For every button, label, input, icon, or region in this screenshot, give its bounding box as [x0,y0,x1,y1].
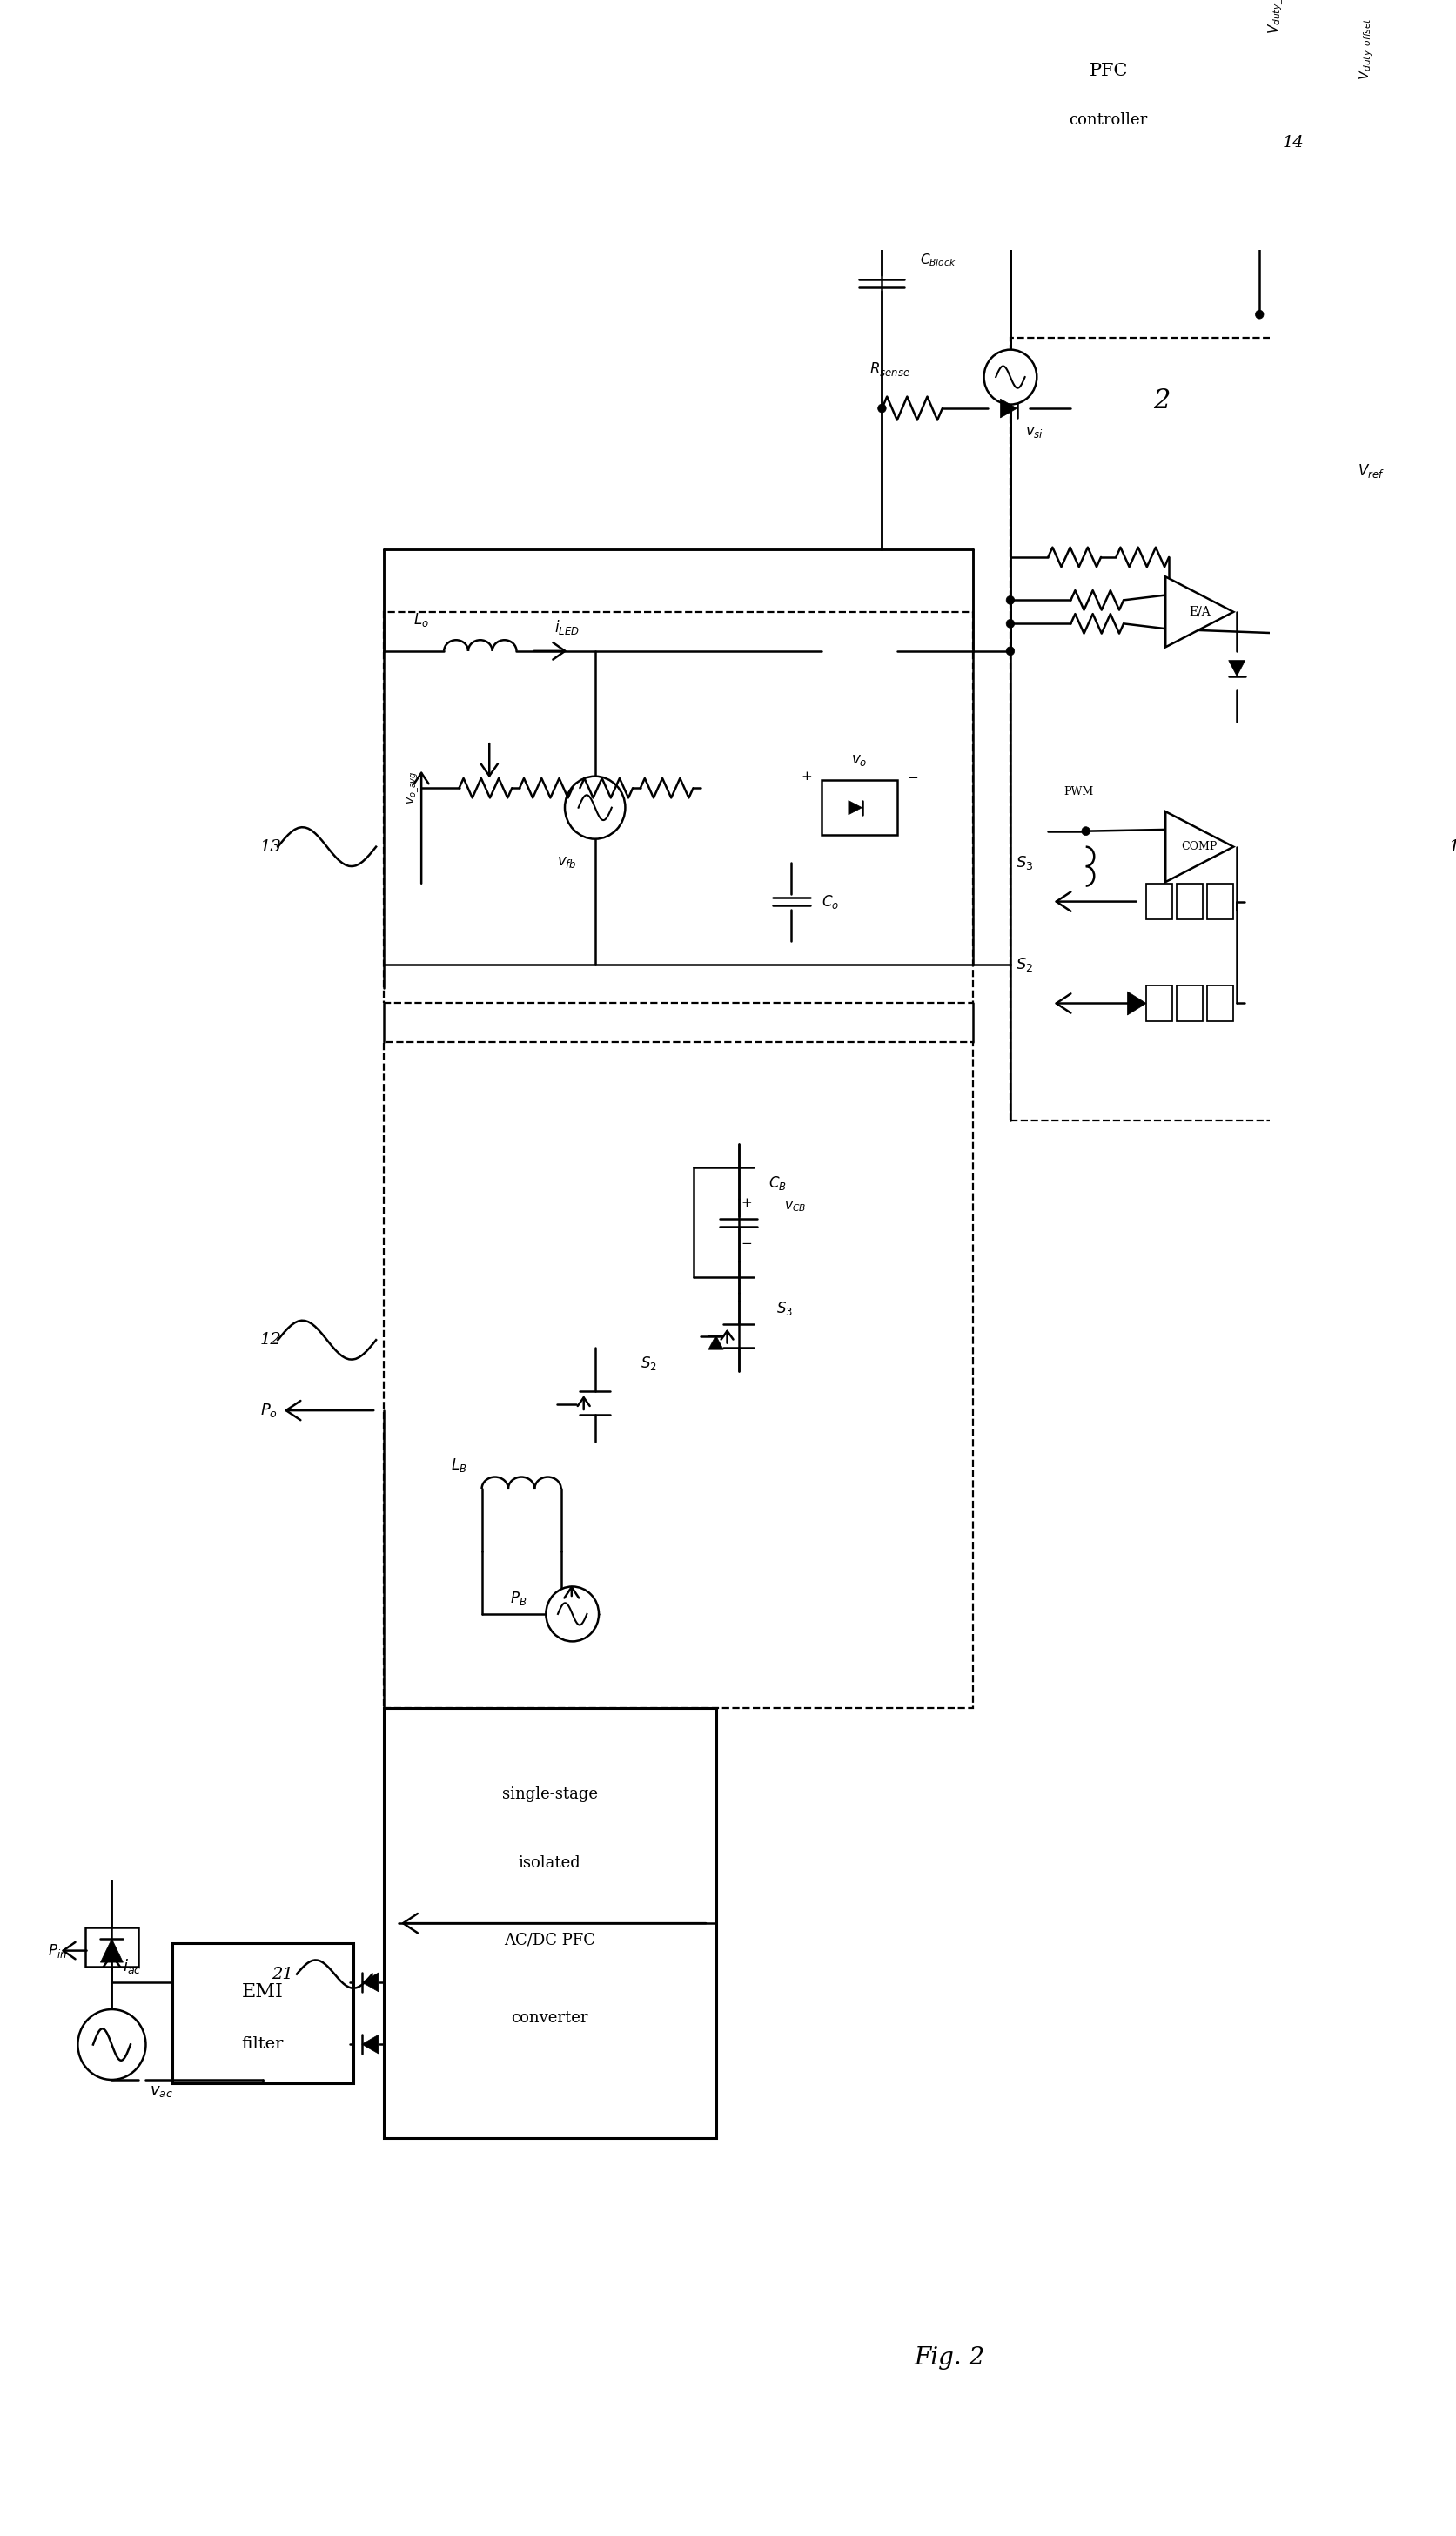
Text: $i_{LED}$: $i_{LED}$ [553,619,579,637]
Text: isolated: isolated [518,1856,581,1872]
Polygon shape [361,1973,379,1991]
Text: $v_{o\_avg}$: $v_{o\_avg}$ [406,771,421,804]
Text: $S_2$: $S_2$ [641,1354,657,1372]
Polygon shape [1165,812,1233,883]
Circle shape [1006,619,1013,629]
Text: $v_o$: $v_o$ [850,753,866,768]
Text: +: + [801,771,811,784]
Text: $P_{in}$: $P_{in}$ [48,1943,67,1960]
Circle shape [1255,309,1262,320]
Text: $P_B$: $P_B$ [510,1590,527,1608]
Text: $-$: $-$ [740,1235,751,1248]
Polygon shape [1000,398,1016,418]
Text: $v_{ac}$: $v_{ac}$ [150,2085,173,2100]
Text: $V_{duty\_offset}$: $V_{duty\_offset}$ [1357,18,1374,81]
Polygon shape [100,1940,122,1963]
Circle shape [1006,596,1013,604]
Text: $L_B$: $L_B$ [450,1456,466,1473]
Text: EMI: EMI [242,1983,284,2001]
Text: $C_B$: $C_B$ [769,1174,786,1192]
Polygon shape [361,2034,379,2054]
Polygon shape [1127,992,1146,1014]
Bar [1206,885,1232,918]
Text: $V_{ref}$: $V_{ref}$ [1357,462,1383,479]
Polygon shape [847,801,862,814]
Bar [1146,987,1172,1022]
Text: 13: 13 [259,839,281,855]
Text: single-stage: single-stage [501,1785,597,1803]
Circle shape [983,350,1037,403]
Text: $S_3$: $S_3$ [776,1301,792,1316]
Circle shape [1080,827,1089,834]
Bar [1176,987,1203,1022]
Bar [821,781,897,834]
Text: Fig. 2: Fig. 2 [914,2346,984,2369]
Text: 12: 12 [259,1331,281,1347]
Circle shape [1345,335,1354,342]
Text: 2: 2 [1152,388,1169,413]
Bar [383,611,973,1004]
Text: E/A: E/A [1188,606,1210,619]
Text: filter: filter [242,2036,284,2052]
Text: $L_o$: $L_o$ [414,611,428,629]
Text: $S_2$: $S_2$ [1015,956,1032,974]
Bar [987,25,1229,157]
Text: COMP: COMP [1181,842,1217,852]
Bar [1010,337,1425,1121]
Bar [86,1927,138,1965]
Circle shape [1331,631,1338,639]
Text: 15: 15 [1447,839,1456,855]
Polygon shape [1319,456,1350,479]
Text: $C_o$: $C_o$ [821,893,839,910]
Text: AC/DC PFC: AC/DC PFC [504,1932,596,1948]
Bar [1176,885,1203,918]
Text: controller: controller [1069,112,1147,129]
Text: 14: 14 [1281,134,1303,150]
Bar [383,1042,973,1707]
Bar [172,1943,354,2085]
Text: +: + [740,1197,751,1210]
Text: $v_{CB}$: $v_{CB}$ [783,1200,805,1215]
Text: $S_3$: $S_3$ [1015,855,1032,872]
Text: $v_{fb}$: $v_{fb}$ [558,855,577,870]
Polygon shape [1165,576,1233,647]
Text: $R_{sense}$: $R_{sense}$ [869,360,910,378]
Text: $-$: $-$ [906,771,917,784]
Text: 21: 21 [271,1965,293,1983]
Text: $P_o$: $P_o$ [261,1402,278,1420]
Text: $C_{Block}$: $C_{Block}$ [919,251,955,269]
Text: PWM: PWM [1063,786,1092,799]
Text: PFC: PFC [1089,63,1127,79]
Circle shape [77,2009,146,2080]
Polygon shape [1227,659,1245,677]
Text: $i_{ac}$: $i_{ac}$ [122,1958,141,1976]
Text: converter: converter [511,2011,588,2026]
Bar [1146,885,1172,918]
Bar [1206,987,1232,1022]
Text: $v_{si}$: $v_{si}$ [1025,424,1042,439]
Circle shape [878,403,885,413]
Text: $V_{duty\_offset}$: $V_{duty\_offset}$ [1267,0,1284,33]
Circle shape [1006,647,1013,654]
Bar [383,1707,715,2138]
Circle shape [565,776,625,839]
Circle shape [546,1588,598,1641]
Polygon shape [708,1336,722,1349]
